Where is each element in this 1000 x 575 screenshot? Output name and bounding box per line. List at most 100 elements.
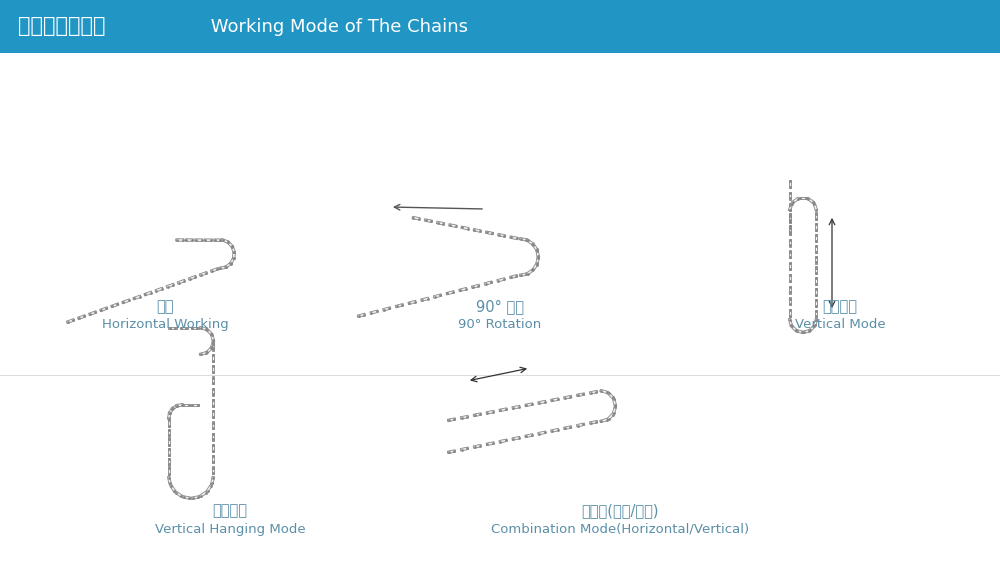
- Polygon shape: [526, 239, 534, 246]
- Polygon shape: [168, 419, 170, 427]
- Text: Horizontal Working: Horizontal Working: [102, 319, 228, 331]
- Polygon shape: [155, 287, 163, 292]
- Polygon shape: [212, 399, 214, 407]
- Polygon shape: [815, 256, 817, 263]
- Text: 拖链的运行方式: 拖链的运行方式: [18, 17, 106, 36]
- Polygon shape: [175, 403, 184, 407]
- Polygon shape: [144, 291, 152, 296]
- Polygon shape: [449, 224, 457, 228]
- Polygon shape: [169, 484, 176, 492]
- Polygon shape: [790, 324, 798, 332]
- Polygon shape: [210, 334, 215, 342]
- Polygon shape: [460, 415, 469, 419]
- Polygon shape: [199, 271, 208, 277]
- Polygon shape: [607, 392, 614, 399]
- Polygon shape: [536, 250, 540, 258]
- Polygon shape: [600, 389, 608, 394]
- Polygon shape: [471, 284, 480, 289]
- Polygon shape: [133, 295, 141, 300]
- Polygon shape: [231, 245, 236, 254]
- Polygon shape: [212, 421, 214, 430]
- Polygon shape: [226, 240, 234, 248]
- Text: 90° Rotation: 90° Rotation: [458, 319, 542, 331]
- Polygon shape: [191, 404, 199, 407]
- Polygon shape: [807, 197, 815, 204]
- Polygon shape: [813, 203, 818, 211]
- Polygon shape: [815, 212, 817, 220]
- Polygon shape: [168, 458, 170, 466]
- Polygon shape: [526, 269, 534, 275]
- Polygon shape: [589, 390, 598, 394]
- Polygon shape: [564, 395, 572, 399]
- Polygon shape: [212, 455, 214, 463]
- Polygon shape: [789, 274, 791, 282]
- Polygon shape: [424, 218, 433, 223]
- Polygon shape: [532, 243, 538, 251]
- Polygon shape: [512, 436, 520, 440]
- Polygon shape: [168, 327, 176, 329]
- Polygon shape: [383, 306, 391, 311]
- Polygon shape: [576, 423, 585, 427]
- Polygon shape: [536, 256, 540, 264]
- Polygon shape: [168, 428, 170, 436]
- Polygon shape: [486, 411, 494, 414]
- Polygon shape: [815, 245, 817, 253]
- Polygon shape: [176, 239, 184, 242]
- Polygon shape: [212, 343, 214, 351]
- Polygon shape: [789, 191, 791, 200]
- Polygon shape: [190, 327, 198, 329]
- Polygon shape: [433, 294, 442, 298]
- Polygon shape: [815, 299, 817, 307]
- Polygon shape: [815, 266, 817, 274]
- Polygon shape: [395, 304, 404, 308]
- Polygon shape: [815, 234, 817, 242]
- Polygon shape: [813, 318, 818, 327]
- Polygon shape: [519, 273, 528, 277]
- Polygon shape: [412, 216, 420, 220]
- Text: Vertical Mode: Vertical Mode: [795, 319, 885, 331]
- Polygon shape: [88, 310, 97, 316]
- Polygon shape: [789, 204, 791, 212]
- Polygon shape: [212, 365, 214, 373]
- Polygon shape: [485, 231, 494, 235]
- Polygon shape: [212, 432, 214, 440]
- Polygon shape: [447, 418, 456, 421]
- Polygon shape: [789, 215, 791, 223]
- Polygon shape: [795, 329, 804, 334]
- Polygon shape: [205, 328, 213, 336]
- Polygon shape: [232, 251, 236, 259]
- Polygon shape: [789, 225, 791, 233]
- Polygon shape: [436, 221, 445, 225]
- Polygon shape: [221, 239, 229, 244]
- Polygon shape: [473, 444, 481, 448]
- Polygon shape: [199, 326, 208, 331]
- Polygon shape: [499, 439, 507, 443]
- Text: Combination Mode(Horizontal/Vertical): Combination Mode(Horizontal/Vertical): [491, 523, 749, 535]
- Polygon shape: [191, 496, 199, 500]
- Polygon shape: [519, 237, 528, 242]
- Polygon shape: [168, 448, 170, 456]
- Polygon shape: [447, 450, 456, 454]
- Polygon shape: [788, 318, 793, 327]
- Polygon shape: [802, 329, 811, 334]
- Polygon shape: [446, 290, 454, 295]
- Polygon shape: [100, 306, 108, 312]
- Polygon shape: [214, 239, 222, 242]
- Polygon shape: [111, 303, 119, 308]
- Polygon shape: [525, 402, 533, 407]
- Text: 90° 旋转: 90° 旋转: [476, 300, 524, 315]
- Polygon shape: [229, 257, 235, 265]
- Polygon shape: [219, 266, 227, 270]
- Text: 垂直吊式: 垂直吊式: [213, 504, 248, 519]
- Polygon shape: [122, 299, 130, 304]
- Polygon shape: [473, 413, 481, 417]
- Polygon shape: [421, 297, 429, 301]
- Polygon shape: [212, 444, 214, 452]
- Polygon shape: [497, 278, 505, 282]
- Polygon shape: [211, 476, 215, 485]
- Polygon shape: [177, 279, 185, 284]
- Polygon shape: [789, 286, 791, 294]
- Polygon shape: [538, 400, 546, 404]
- Polygon shape: [166, 283, 174, 288]
- Polygon shape: [195, 239, 203, 242]
